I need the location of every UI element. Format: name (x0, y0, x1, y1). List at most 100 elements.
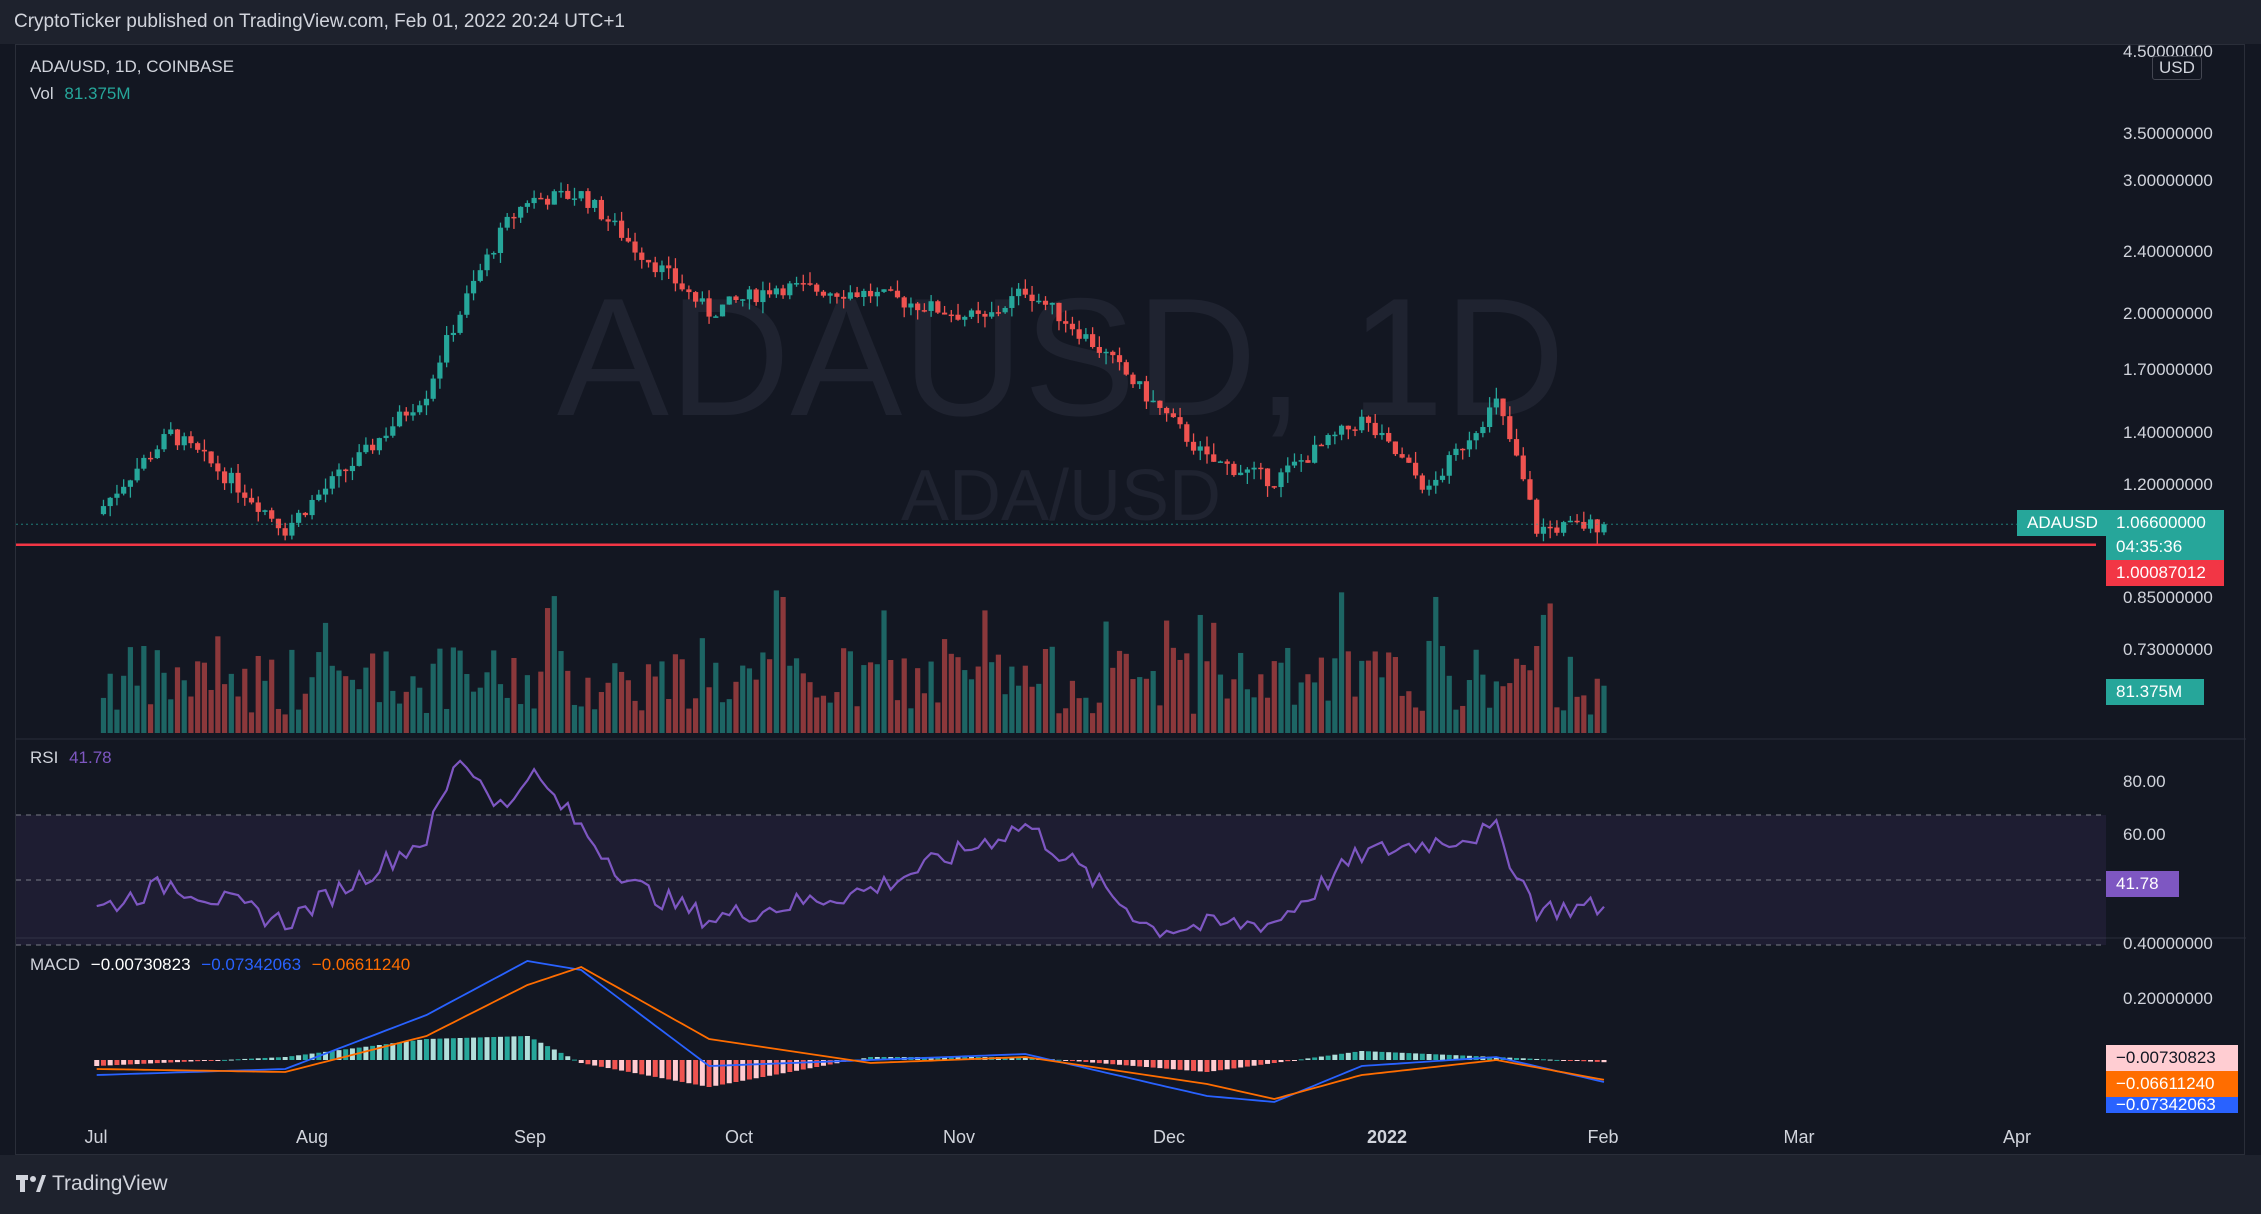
volume-bar (1083, 697, 1089, 733)
candle-body (1197, 446, 1203, 451)
symbol-legend[interactable]: ADA/USD, 1D, COINBASE (30, 57, 240, 77)
macd-histogram-bar (1130, 1060, 1136, 1066)
macd-histogram-bar (1413, 1053, 1419, 1060)
volume-bar (941, 639, 948, 733)
candle-body (921, 310, 927, 312)
macd-hist-tag: −0.00730823 (2106, 1045, 2238, 1071)
volume-bar (1527, 670, 1533, 733)
chart-canvas[interactable]: ADAUSD, 1D ADA/USD 4.50000000 3.50000000 3… (16, 45, 2246, 1156)
candle-body (215, 463, 221, 472)
candle-body (605, 219, 611, 222)
candle-body (1291, 461, 1298, 466)
macd-histogram-bar (632, 1060, 638, 1074)
volume-bar (1493, 681, 1499, 733)
volume-bar (403, 691, 409, 733)
macd-histogram-bar (1164, 1060, 1170, 1069)
macd-line (96, 960, 1605, 1103)
macd-histogram-bar (390, 1043, 396, 1060)
watermark: ADAUSD, 1D ADA/USD (557, 263, 1565, 536)
volume-bar (114, 709, 120, 733)
volume-bar (329, 665, 335, 733)
macd-histogram-bar (605, 1060, 611, 1069)
macd-histogram-bar (228, 1059, 234, 1061)
volume-bar (1009, 666, 1015, 733)
candle-body (767, 290, 773, 295)
volume-bar (1022, 665, 1028, 733)
candle-body (820, 291, 827, 296)
volume-bar (1170, 647, 1176, 733)
tradingview-logo-text[interactable]: TradingView (52, 1172, 168, 1195)
candle-body (928, 301, 934, 311)
candle-body (497, 227, 504, 253)
macd-histogram-bar (1574, 1060, 1580, 1061)
macd-histogram-bar (363, 1046, 369, 1060)
macd-histogram-bar (1177, 1060, 1183, 1070)
volume-bar (147, 704, 154, 733)
candle-body (672, 268, 679, 284)
volume-bar (1190, 713, 1197, 733)
rsi-legend[interactable]: RSI 41.78 (30, 748, 118, 768)
macd-histogram-bar (343, 1049, 349, 1060)
candle-body (477, 270, 483, 281)
macd-histogram-bar (679, 1060, 685, 1082)
macd-histogram-bar (376, 1045, 382, 1060)
candle-body (1547, 526, 1553, 529)
candle-body (1271, 486, 1277, 488)
candle-body (1561, 522, 1567, 533)
volume-bar (1466, 680, 1473, 733)
volume-bar (1137, 677, 1143, 733)
macd-histogram-bar (1291, 1060, 1297, 1061)
candle-body (1157, 400, 1163, 408)
macd-histogram-bar (1386, 1052, 1392, 1060)
volume-bar (356, 689, 362, 733)
volume-bar (141, 646, 147, 733)
macd-histogram-bar (289, 1056, 295, 1060)
macd-histogram-bar (800, 1060, 806, 1070)
chart-area[interactable]: ADAUSD, 1D ADA/USD 4.50000000 3.50000000 3… (15, 44, 2246, 1156)
candle-body (370, 444, 376, 451)
volume-bar (618, 671, 625, 733)
candle-body (437, 362, 443, 379)
volume-bar (1015, 685, 1022, 733)
macd-histogram-bar (1251, 1060, 1257, 1066)
candle-body (383, 435, 389, 439)
published-text: CryptoTicker published on TradingView.co… (14, 11, 625, 32)
candle-body (1365, 416, 1372, 423)
volume-bar (1271, 661, 1277, 733)
candle-body (1554, 527, 1560, 533)
volume-bar (1184, 653, 1190, 733)
volume-bar (477, 687, 483, 733)
macd-histogram-bar (1063, 1060, 1069, 1061)
candle-body (598, 199, 605, 220)
volume-bar (605, 682, 611, 733)
candle-body (1251, 467, 1257, 470)
candle-body (235, 472, 241, 493)
macd-histogram-bar (141, 1060, 147, 1064)
macd-histogram-bar (948, 1057, 954, 1060)
macd-histogram-bar (1446, 1054, 1452, 1060)
candle-body (1540, 526, 1547, 534)
volume-bar (491, 650, 497, 733)
candle-body (1439, 475, 1446, 480)
candle-body (1318, 444, 1324, 447)
symbol-title: ADA/USD, 1D, COINBASE (30, 57, 235, 76)
candle-body (948, 314, 954, 317)
candle-body (1298, 460, 1304, 462)
volume-bar (242, 668, 248, 733)
tradingview-logo-icon[interactable] (16, 1175, 46, 1193)
candle-body (336, 469, 342, 477)
time-axis-label: Feb (1587, 1127, 1618, 1147)
currency-badge[interactable]: USD (2152, 56, 2202, 80)
volume-bar (975, 666, 981, 733)
volume-bar (1412, 707, 1419, 733)
volume-bar (376, 702, 382, 733)
volume-bar (746, 668, 753, 733)
volume-bar (955, 657, 961, 733)
candle-body (814, 284, 820, 292)
volume-bar (706, 687, 712, 733)
volume-bar (269, 659, 275, 733)
macd-legend[interactable]: MACD −0.00730823 −0.07342063 −0.06611240 (30, 955, 416, 975)
candle-body (740, 299, 746, 301)
volume-legend[interactable]: Vol 81.375M (30, 84, 137, 104)
candle-body (1076, 329, 1082, 339)
